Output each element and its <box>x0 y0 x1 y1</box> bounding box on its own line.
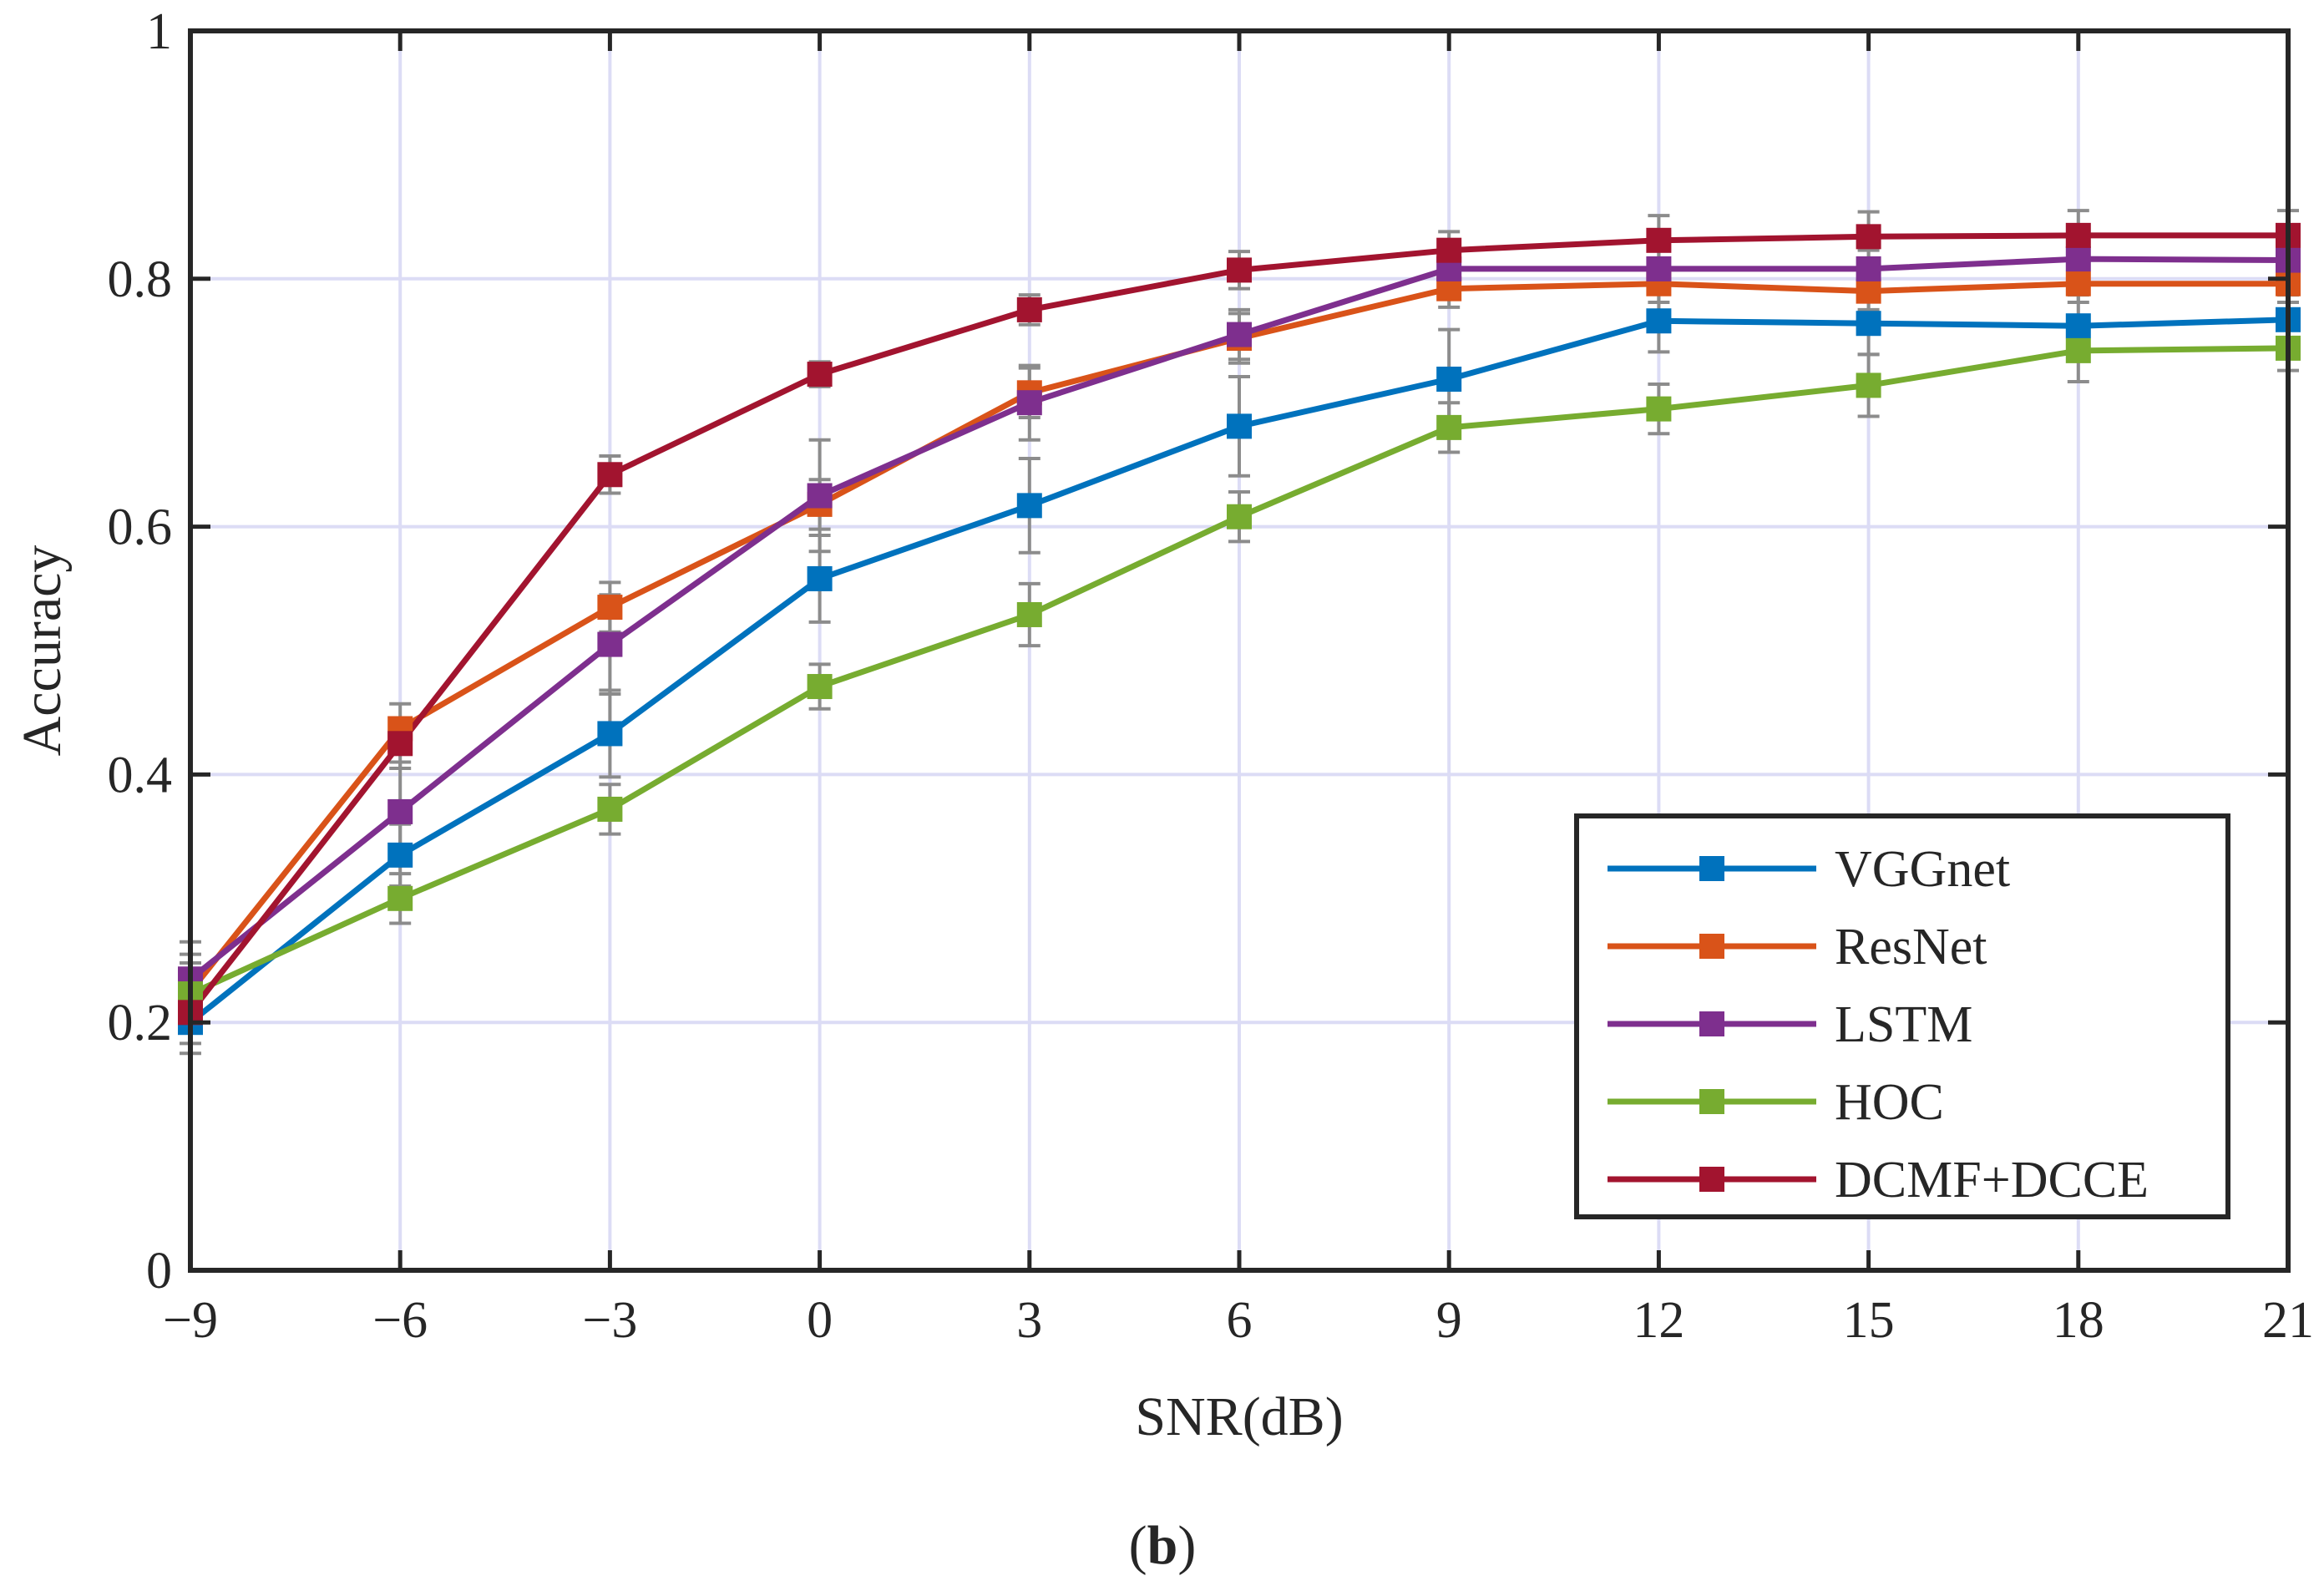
legend: VGGnet ResNet LSTM HOC DCMF+DCCE <box>1574 813 2230 1219</box>
legend-label-dcmf-dcce: DCMF+DCCE <box>1835 1152 2149 1208</box>
x-tick-label: 9 <box>1436 1292 1462 1349</box>
caption-label: b <box>1147 1515 1178 1576</box>
data-point-hoc <box>1856 372 1881 398</box>
x-tick-label: 18 <box>2053 1292 2104 1349</box>
y-tick-label: 0.4 <box>108 747 173 803</box>
data-point-lstm <box>1227 322 1252 347</box>
data-point-vggnet <box>387 842 413 868</box>
data-point-vggnet <box>1227 413 1252 439</box>
data-point-dcmf-dcce <box>1016 296 1042 322</box>
x-tick-label: −9 <box>163 1292 218 1349</box>
legend-marker-lstm <box>1699 1011 1724 1036</box>
data-point-lstm <box>597 631 623 657</box>
data-point-vggnet <box>1646 308 1672 334</box>
data-point-dcmf-dcce <box>1646 227 1672 253</box>
data-point-hoc <box>2065 337 2091 363</box>
axis-ticks <box>188 28 2291 1273</box>
y-tick-label: 0.2 <box>108 995 173 1051</box>
data-point-dcmf-dcce <box>1227 257 1252 283</box>
x-tick-label: 21 <box>2262 1292 2314 1349</box>
x-axis-title: SNR(dB) <box>1135 1386 1343 1447</box>
data-point-dcmf-dcce <box>1856 224 1881 250</box>
data-point-resnet <box>2065 271 2091 296</box>
data-point-hoc <box>1646 396 1672 422</box>
data-point-hoc <box>597 796 623 822</box>
legend-label-lstm: LSTM <box>1835 996 1972 1053</box>
y-tick-label: 0 <box>146 1243 172 1300</box>
data-point-vggnet <box>1016 493 1042 519</box>
legend-label-resnet: ResNet <box>1835 919 1987 975</box>
x-tick-label: 3 <box>1016 1292 1042 1349</box>
x-tick-label: 15 <box>1843 1292 1895 1349</box>
data-point-vggnet <box>807 565 833 591</box>
data-point-hoc <box>1016 601 1042 627</box>
x-tick-label: −3 <box>582 1292 637 1349</box>
legend-marker-resnet <box>1699 934 1724 959</box>
data-point-lstm <box>1646 256 1672 281</box>
data-point-hoc <box>1227 504 1252 529</box>
data-point-dcmf-dcce <box>1436 237 1462 263</box>
data-point-dcmf-dcce <box>807 362 833 388</box>
data-point-lstm <box>1856 256 1881 281</box>
data-point-hoc <box>1436 414 1462 440</box>
figure-caption: (b) <box>1129 1515 1197 1576</box>
data-point-dcmf-dcce <box>597 462 623 488</box>
legend-marker-vggnet <box>1699 856 1724 881</box>
data-point-lstm <box>2065 246 2091 272</box>
data-point-dcmf-dcce <box>2065 222 2091 248</box>
legend-label-vggnet: VGGnet <box>1835 841 2010 898</box>
legend-marker-dcmf-dcce <box>1699 1167 1724 1192</box>
data-point-lstm <box>807 483 833 509</box>
axis-tick-labels: −9 −6 −3 0 3 6 9 12 15 18 21 0 0.2 0.4 0.6 0.8 1 <box>108 3 2315 1349</box>
y-tick-label: 0.6 <box>108 499 173 556</box>
data-point-vggnet <box>2065 313 2091 339</box>
data-point-dcmf-dcce <box>387 731 413 757</box>
data-point-vggnet <box>597 721 623 747</box>
legend-label-hoc: HOC <box>1835 1074 1944 1131</box>
legend-marker-hoc <box>1699 1089 1724 1114</box>
data-point-hoc <box>387 885 413 911</box>
y-axis-title: Accuracy <box>12 545 73 757</box>
data-point-resnet <box>597 595 623 621</box>
y-tick-label: 0.8 <box>108 251 173 308</box>
legend-box <box>1574 813 2230 1219</box>
data-point-lstm <box>387 798 413 824</box>
x-tick-label: 12 <box>1633 1292 1684 1349</box>
data-point-vggnet <box>1856 311 1881 337</box>
x-tick-label: 6 <box>1227 1292 1253 1349</box>
data-point-resnet <box>1856 278 1881 304</box>
data-point-hoc <box>807 674 833 700</box>
data-point-vggnet <box>1436 367 1462 393</box>
y-tick-label: 1 <box>146 3 172 60</box>
x-tick-label: −6 <box>372 1292 428 1349</box>
data-point-lstm <box>1016 390 1042 416</box>
x-tick-label: 0 <box>807 1292 833 1349</box>
